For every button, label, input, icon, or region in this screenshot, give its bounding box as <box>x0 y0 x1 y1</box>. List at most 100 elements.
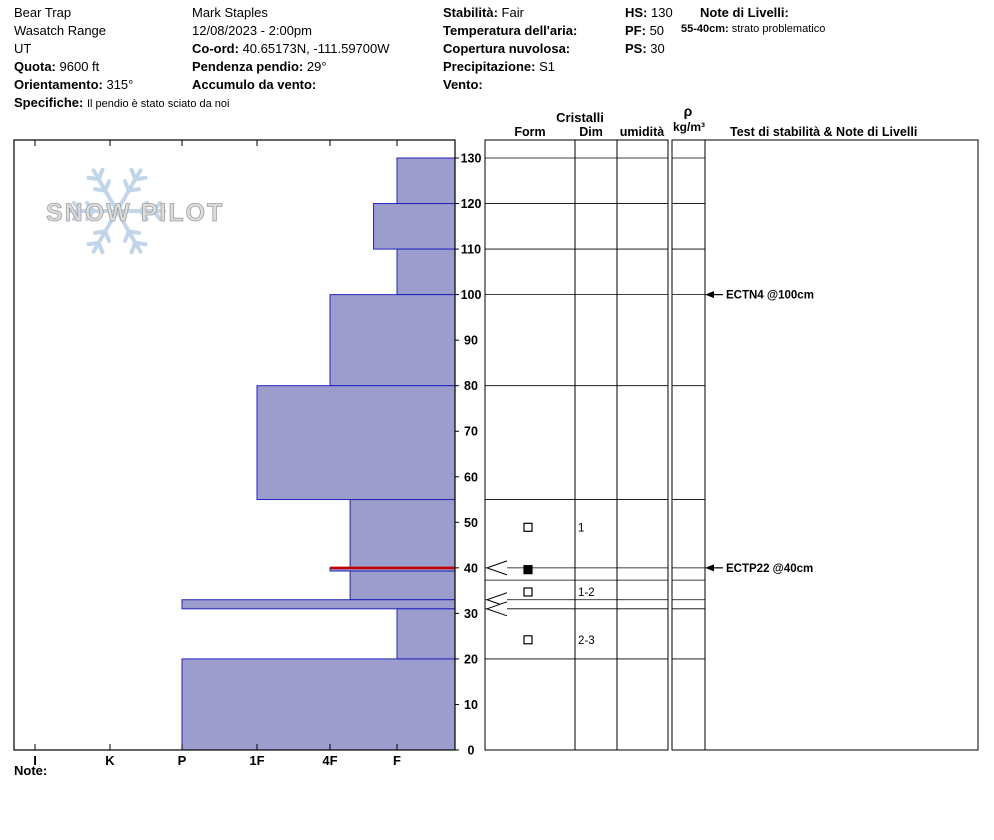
layer-notes-title: Note di Livelli: <box>700 4 789 22</box>
dim-header: Dim <box>579 125 603 139</box>
coordinates-value: 40.65173N, -111.59700W <box>242 41 390 56</box>
observer-info-column: Mark Staples 12/08/2023 - 2:00pm Co-ord:… <box>192 4 390 94</box>
precip-line: Precipitazione: S1 <box>443 58 577 76</box>
wind-label: Vento: <box>443 77 483 92</box>
ps-label: PS: <box>625 41 647 56</box>
layer-bar <box>349 499 456 569</box>
hardness-axis-label: F <box>393 753 401 768</box>
depth-tick-label: 50 <box>464 516 478 530</box>
thin-layer-flag <box>485 560 508 576</box>
crystal-grid-frame <box>484 139 669 751</box>
depth-tick-label: 40 <box>464 561 478 575</box>
layer-bar <box>256 385 456 501</box>
hardness-axis-label: 4F <box>322 753 337 768</box>
depth-tick-label: 120 <box>461 197 482 211</box>
coordinates-line: Co-ord: 40.65173N, -111.59700W <box>192 40 390 58</box>
layer-notes-column: Note di Livelli: <box>700 4 789 22</box>
grain-form-symbol <box>523 565 533 575</box>
aspect-label: Orientamento: <box>14 77 103 92</box>
depth-tick-label: 90 <box>464 334 478 348</box>
density-symbol-header: ρ <box>684 103 693 119</box>
layer-bar <box>349 570 456 601</box>
hs-line: HS: 130 <box>625 4 673 22</box>
state: UT <box>14 41 32 56</box>
pf-line: PF: 50 <box>625 22 673 40</box>
site-info-column: Bear Trap Wasatch Range UT Quota: 9600 f… <box>14 4 229 112</box>
tests-area-frame <box>704 139 979 751</box>
form-header: Form <box>514 125 545 139</box>
depth-tick-label: 30 <box>464 607 478 621</box>
problem-layer-line <box>330 566 455 570</box>
test-arrow-head-icon <box>705 564 714 572</box>
stability-test-label: ECTP22 @40cm <box>726 563 813 575</box>
stability-value: Fair <box>501 5 524 20</box>
depth-tick-label: 110 <box>461 243 481 257</box>
depth-tick-label: 70 <box>464 425 478 439</box>
aspect-line: Orientamento: 315° <box>14 76 229 94</box>
hardness-axis-label: K <box>105 753 115 768</box>
crystals-header: Cristalli <box>556 110 604 125</box>
tests-header: Test di stabilità & Note di Livelli <box>730 125 917 139</box>
coordinates-label: Co-ord: <box>192 41 239 56</box>
humidity-header: umidità <box>620 125 664 139</box>
ps-line: PS: 30 <box>625 40 673 58</box>
stability-test-label: ECTN4 @100cm <box>726 290 814 302</box>
layer-bar <box>181 658 456 751</box>
wind-loading-line: Accumulo da vento: <box>192 76 390 94</box>
layer-note-text: strato problematico <box>731 23 826 35</box>
hardness-axis-label: I <box>33 753 37 768</box>
layer-note-item: 55-40cm: strato problematico <box>681 23 825 35</box>
bottom-note-label: Note: <box>14 763 48 778</box>
slope-angle-value: 29° <box>306 59 327 74</box>
grain-form-symbol <box>523 587 533 597</box>
site-notes-label: Specifiche: <box>14 95 84 110</box>
depth-tick-label: 20 <box>464 652 478 666</box>
pf-value: 50 <box>649 23 665 38</box>
hardness-plot-frame <box>13 139 456 751</box>
precip-label: Precipitazione: <box>443 59 536 74</box>
depth-tick-label: 10 <box>464 698 478 712</box>
layer-bar <box>396 248 456 296</box>
depth-tick-label: 100 <box>461 288 482 302</box>
grain-form-symbol <box>523 522 533 532</box>
stability-label: Stabilità: <box>443 5 498 20</box>
depth-tick-label: 60 <box>464 470 478 484</box>
layer-bar <box>396 157 456 205</box>
snow-depth-column: HS: 130 PF: 50 PS: 30 <box>625 4 673 58</box>
wind-loading-label: Accumulo da vento: <box>192 77 317 92</box>
hs-value: 130 <box>651 5 673 20</box>
density-unit-header: kg/m³ <box>673 120 705 134</box>
hs-label: HS: <box>625 5 648 20</box>
air-temp-label: Temperatura dell'aria: <box>443 23 578 38</box>
layer-bar <box>181 599 456 610</box>
layer-bar <box>373 203 456 250</box>
depth-tick-label: 130 <box>461 152 482 166</box>
observation-datetime: 12/08/2023 - 2:00pm <box>192 23 312 38</box>
snowflake-icon <box>68 167 166 255</box>
slope-angle-line: Pendenza pendio: 29° <box>192 58 390 76</box>
depth-tick-label: 80 <box>464 379 478 393</box>
ps-value: 30 <box>650 41 665 56</box>
sky-cover-label: Copertura nuvolosa: <box>443 41 571 56</box>
depth-tick-label: 0 <box>468 744 475 758</box>
pf-label: PF: <box>625 23 646 38</box>
air-temp-line: Temperatura dell'aria: <box>443 22 577 40</box>
aspect-value: 315° <box>106 77 134 92</box>
grain-size-value: 1-2 <box>578 587 595 599</box>
site-notes-line: Specifiche: Il pendio è stato sciato da … <box>14 94 229 112</box>
layer-bar <box>396 608 456 660</box>
pit-name: Bear Trap <box>14 5 72 20</box>
elevation-value: 9600 ft <box>59 59 100 74</box>
hardness-axis-label: P <box>178 753 187 768</box>
wind-line: Vento: <box>443 76 577 94</box>
slope-angle-label: Pendenza pendio: <box>192 59 304 74</box>
sky-cover-line: Copertura nuvolosa: <box>443 40 577 58</box>
layer-note-depth: 55-40cm: <box>681 23 729 35</box>
observer-name: Mark Staples <box>192 5 268 20</box>
layer-bar <box>329 294 456 387</box>
thin-layer-flag <box>485 601 508 617</box>
elevation-line: Quota: 9600 ft <box>14 58 229 76</box>
precip-value: S1 <box>539 59 555 74</box>
